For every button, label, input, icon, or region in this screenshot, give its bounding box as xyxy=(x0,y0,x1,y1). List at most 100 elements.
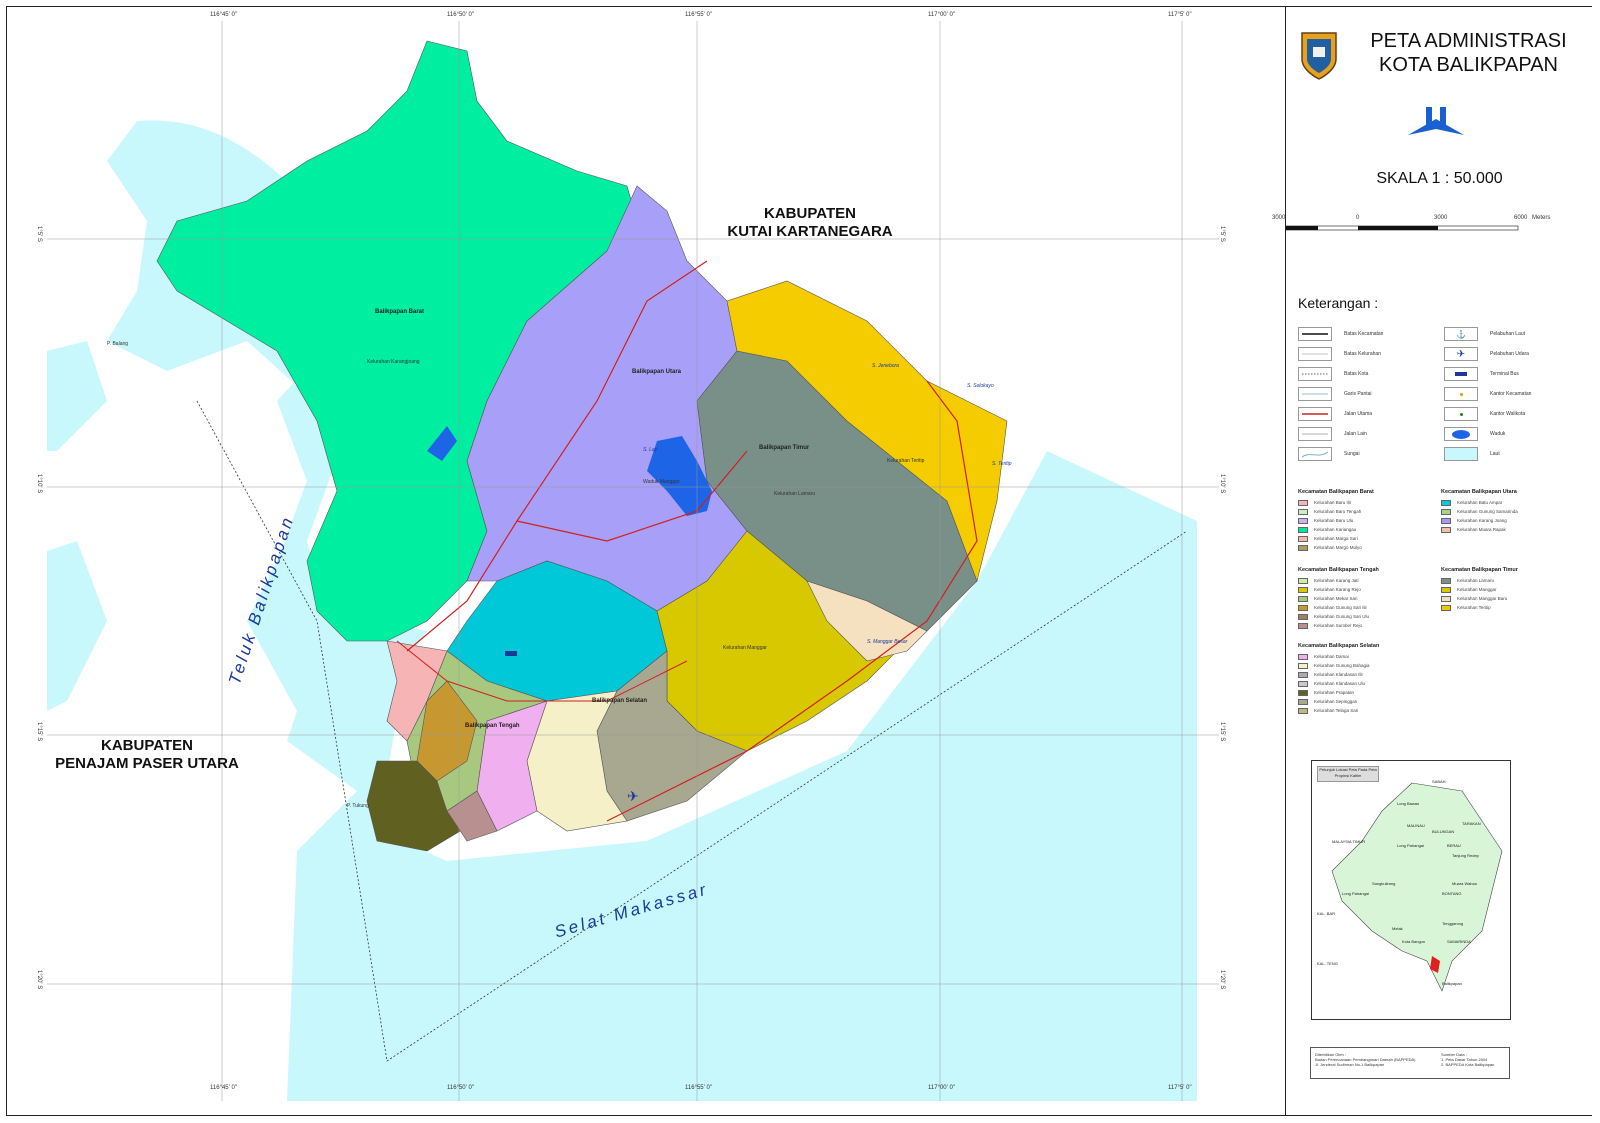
kelurahan-item: Kelurahan Klandasan Ulu xyxy=(1298,680,1365,687)
label-river-2: S. Teritip xyxy=(992,461,1012,467)
line-icon xyxy=(1302,373,1328,375)
district-barat xyxy=(156,40,638,642)
legend-kantor-walikota: Kantor Walikota xyxy=(1444,407,1525,421)
kelurahan-item: Kelurahan Gunung Sari Ilir xyxy=(1298,604,1367,611)
dot-icon xyxy=(1459,412,1463,416)
kelurahan-item: Kelurahan Karang Jati xyxy=(1298,577,1359,584)
kelurahan-label: Kelurahan Baru Ilir xyxy=(1314,500,1352,505)
scale-tick-4: Meters xyxy=(1532,215,1551,221)
legend-sungai: Sungai xyxy=(1298,447,1360,461)
kelurahan-item: Kelurahan Baru Ilir xyxy=(1298,499,1351,506)
anchor-icon: ⚓ xyxy=(1456,329,1466,339)
scale-tick-2: 3000 xyxy=(1434,215,1448,221)
coord-top-3: 117°00' 0" xyxy=(928,12,955,18)
kecamatan-title: Kecamatan Balikpapan Timur xyxy=(1441,567,1518,573)
coord-right-0: 1°5' S xyxy=(1219,226,1225,242)
district-teritip xyxy=(726,280,1008,583)
scale-tick-3: 6000 xyxy=(1514,215,1528,221)
credits-right: Sumber Data : 1. Peta Dasar Tahun 2004 2… xyxy=(1441,1052,1494,1067)
label-place-0: Kelurahan Karangjoang xyxy=(367,359,420,365)
sea-boundary xyxy=(196,400,1188,1062)
legend-box xyxy=(1444,427,1478,441)
line-icon xyxy=(1302,393,1328,395)
kelurahan-label: Kelurahan Telaga Sari xyxy=(1314,708,1359,713)
kelurahan-swatch xyxy=(1441,604,1451,611)
kelurahan-swatch xyxy=(1441,517,1451,524)
label-place-3: Kelurahan Manggar xyxy=(723,645,767,651)
kelurahan-item: Kelurahan Karang Joang xyxy=(1441,517,1507,524)
kelurahan-swatch xyxy=(1298,653,1308,660)
legend-box xyxy=(1298,387,1332,401)
legend-box: ✈ xyxy=(1444,347,1478,361)
legend-box xyxy=(1444,407,1478,421)
legend-text: Laut xyxy=(1490,451,1500,457)
legend-text: Garis Pantai xyxy=(1344,391,1372,397)
road-utama-east xyxy=(516,450,748,542)
line-icon xyxy=(1302,433,1328,435)
map-area: ✈ KABUPATEN KUTAI KARTANEGARA KABUPATEN … xyxy=(47,21,1219,1102)
kelurahan-label: Kelurahan Sumber Rejo xyxy=(1314,623,1363,628)
kelurahan-item: Kelurahan Sepinggan xyxy=(1298,698,1357,705)
credit-line: 2. BAPPEDA Kota Balikpapan xyxy=(1441,1062,1495,1067)
label-kutai-line2: KUTAI KARTANEGARA xyxy=(727,223,893,240)
kecamatan-title: Kecamatan Balikpapan Selatan xyxy=(1298,643,1380,649)
district-sumber-rejo xyxy=(446,790,498,842)
kelurahan-label: Kelurahan Batu Ampar xyxy=(1457,500,1503,505)
coord-bottom-1: 116°50' 0" xyxy=(447,1085,474,1091)
inset-place-label: Tenggarong xyxy=(1442,921,1464,926)
legend-text: Pelabuhan Udara xyxy=(1490,351,1529,357)
legend-text: Batas Kecamatan xyxy=(1344,331,1384,337)
credits-left: Diterbitkan Oleh : Badan Perencanaan Pem… xyxy=(1315,1052,1416,1067)
kelurahan-swatch xyxy=(1298,604,1308,611)
legend-pelabuhan-udara: ✈ Pelabuhan Udara xyxy=(1444,347,1529,361)
kelurahan-label: Kelurahan Klandasan Ulu xyxy=(1314,681,1366,686)
kecamatan-title: Kecamatan Balikpapan Barat xyxy=(1298,489,1374,495)
label-place-6: P. Tukung xyxy=(347,803,369,809)
legend-text: Sungai xyxy=(1344,451,1360,457)
road-utama-north xyxy=(406,260,708,652)
kelurahan-swatch xyxy=(1441,577,1451,584)
legend-text: Jalan Utama xyxy=(1344,411,1373,417)
kelurahan-swatch xyxy=(1298,586,1308,593)
kelurahan-item: Kelurahan Telaga Sari xyxy=(1298,707,1358,714)
legend-text: Batas Kelurahan xyxy=(1344,351,1381,357)
label-river-1: S. Selokayo xyxy=(967,383,994,389)
graticule xyxy=(47,21,1219,1101)
river-icon xyxy=(1301,451,1329,458)
inset-place-label: SAMARINDA xyxy=(1447,939,1471,944)
kelurahan-swatch xyxy=(1298,517,1308,524)
kelurahan-label: Kelurahan Manggar Baru xyxy=(1457,596,1508,601)
kelurahan-swatch xyxy=(1441,526,1451,533)
coord-bottom-0: 116°45' 0" xyxy=(210,1085,237,1091)
kelurahan-item: Kelurahan Karang Rejo xyxy=(1298,586,1361,593)
credit-line: Diterbitkan Oleh : xyxy=(1315,1052,1346,1057)
kelurahan-swatch xyxy=(1298,671,1308,678)
kelurahan-item: Kelurahan Manggar Baru xyxy=(1441,595,1507,602)
kelurahan-item: Kelurahan Baru Ulu xyxy=(1298,517,1353,524)
kelurahan-label: Kelurahan Baru Ulu xyxy=(1314,518,1354,523)
kelurahan-label: Kelurahan Teritip xyxy=(1457,605,1491,610)
kelurahan-label: Kelurahan Gunung Bahagia xyxy=(1314,663,1370,668)
kelurahan-swatch xyxy=(1298,526,1308,533)
inset-caption: Petunjuk Lokasi Peta Pada Peta Propinsi … xyxy=(1317,766,1379,782)
kelurahan-label: Kelurahan Lamaru xyxy=(1457,578,1495,583)
terminal-bus-icon xyxy=(505,651,517,656)
scale-tick-0: 3000 xyxy=(1272,215,1286,221)
label-penajam-line1: KABUPATEN xyxy=(101,737,193,754)
kelurahan-swatch xyxy=(1298,499,1308,506)
legend-laut: Laut xyxy=(1444,447,1500,461)
kelurahan-swatch xyxy=(1441,586,1451,593)
legend-text: Terminal Bus xyxy=(1490,371,1519,377)
line-icon xyxy=(1302,353,1328,355)
credits-box: Diterbitkan Oleh : Badan Perencanaan Pem… xyxy=(1310,1047,1510,1079)
kelurahan-swatch xyxy=(1298,698,1308,705)
kelurahan-swatch xyxy=(1298,689,1308,696)
kelurahan-item: Kelurahan Gunung Samarinda xyxy=(1441,508,1518,515)
inset-place-label: SABAH xyxy=(1432,779,1446,784)
coord-top-1: 116°50' 0" xyxy=(447,12,474,18)
label-barat: Balikpapan Barat xyxy=(375,309,425,315)
map-title-line1: PETA ADMINISTRASI xyxy=(1370,30,1567,52)
road-utama-city xyxy=(396,640,688,702)
map-title-line2: KOTA BALIKPAPAN xyxy=(1379,54,1558,76)
kelurahan-label: Kelurahan Margo Mulyo xyxy=(1314,545,1362,550)
